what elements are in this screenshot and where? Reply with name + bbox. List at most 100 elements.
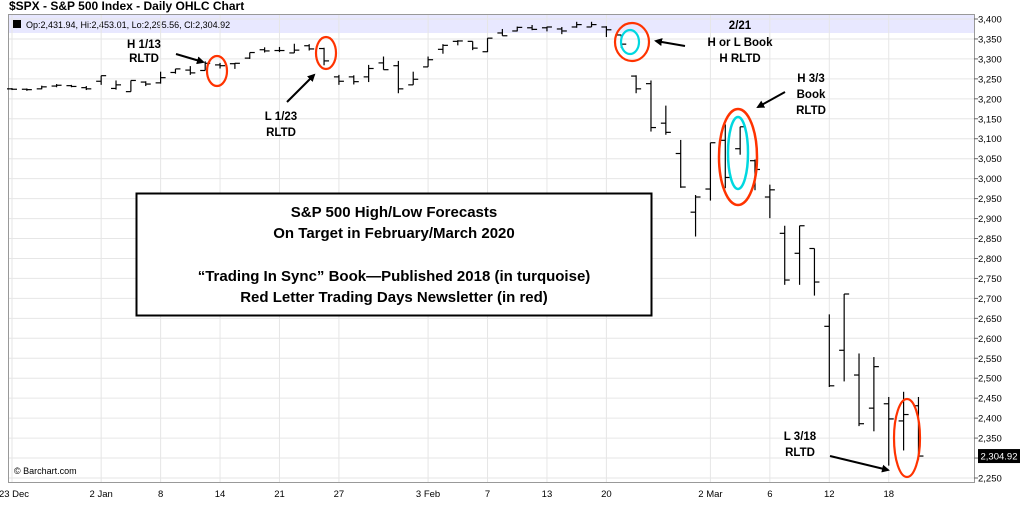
book-ellipse-feb21 — [619, 28, 641, 56]
ohlc-bar — [289, 43, 300, 54]
y-tick-label: 2,950 — [978, 194, 1002, 205]
svg-text:RLTD: RLTD — [785, 447, 815, 459]
y-tick-label: 3,100 — [978, 134, 1002, 145]
ohlc-bar — [363, 64, 374, 83]
y-tick-label: 3,000 — [978, 174, 1002, 185]
ohlc-bar — [839, 293, 850, 382]
x-tick-label: 6 — [767, 489, 772, 500]
x-tick-label: 18 — [883, 489, 894, 500]
ohlc-bar — [779, 225, 790, 285]
ohlc-info: Op:2,431.94, Hi:2,453.01, Lo:2,295.56, C… — [26, 20, 230, 30]
y-tick-label: 2,750 — [978, 274, 1002, 285]
ohlc-bar — [631, 75, 642, 94]
y-tick-label: 2,250 — [978, 474, 1002, 485]
x-tick-label: 23 Dec — [0, 489, 29, 500]
ohlc-bar — [229, 62, 240, 69]
rltd-ellipse-mar18 — [892, 397, 922, 479]
x-tick-label: 21 — [274, 489, 285, 500]
ohlc-bar — [645, 80, 656, 132]
ohlc-bar — [675, 139, 686, 188]
y-axis: 2,2502,3002,3502,4002,4502,5002,5502,600… — [974, 15, 1002, 485]
x-tick-label: 2 Jan — [90, 489, 113, 500]
rltd-ellipse-mar3 — [717, 107, 759, 207]
y-tick-label: 3,050 — [978, 154, 1002, 165]
ohlc-bar — [527, 24, 538, 31]
rltd-ellipse-jan23 — [314, 35, 338, 71]
ohlc-bar — [304, 44, 315, 51]
ohlc-bars — [7, 21, 924, 466]
x-tick-label: 13 — [542, 489, 553, 500]
ohlc-bar — [586, 21, 597, 28]
ohlc-bar — [512, 26, 523, 32]
y-tick-label: 2,350 — [978, 434, 1002, 445]
ohlc-bar — [111, 80, 122, 90]
ohlc-bar — [854, 353, 865, 427]
ohlc-bar — [348, 75, 359, 85]
info-band-marker — [13, 20, 21, 28]
ohlc-bar — [378, 56, 389, 71]
ohlc-bar — [244, 51, 255, 59]
book-ellipse-mar3 — [726, 115, 750, 191]
y-tick-label: 2,700 — [978, 294, 1002, 305]
ohlc-bar — [541, 26, 552, 32]
svg-text:2/21: 2/21 — [729, 20, 752, 32]
ohlc-bar — [81, 86, 92, 91]
rltd-ellipse-feb21 — [613, 21, 651, 63]
arrow-feb21 — [654, 38, 686, 47]
ohlc-bar — [319, 47, 330, 66]
ohlc-bar — [66, 84, 77, 88]
ohlc-bar — [215, 62, 226, 69]
y-tick-label: 3,250 — [978, 74, 1002, 85]
ohlc-bar — [408, 71, 419, 86]
ohlc-bar — [333, 74, 344, 85]
svg-text:H or L Book: H or L Book — [708, 37, 774, 49]
x-tick-label: 8 — [158, 489, 163, 500]
x-axis: 23 Dec 2 Jan 8 14 21 27 3 Feb 7 13 20 2 Mar 6 12 18 — [0, 489, 894, 500]
textbox-line-2: On Target in February/March 2020 — [273, 225, 514, 242]
barchart-credit: © Barchart.com — [14, 466, 77, 476]
svg-text:RLTD: RLTD — [796, 105, 826, 117]
y-tick-label: 3,200 — [978, 94, 1002, 105]
textbox-line-5: Red Letter Trading Days Newsletter (in r… — [240, 289, 548, 306]
ohlc-bar — [51, 84, 62, 88]
ohlc-bar — [690, 195, 701, 237]
ohlc-bar — [274, 46, 285, 53]
rltd-ellipse-jan13 — [205, 54, 229, 88]
x-tick-label: 7 — [485, 489, 490, 500]
svg-text:RLTD: RLTD — [129, 53, 159, 65]
textbox-line-4: “Trading In Sync” Book—Published 2018 (i… — [198, 268, 591, 285]
x-tick-label: 3 Feb — [416, 489, 440, 500]
x-tick-label: 27 — [334, 489, 345, 500]
y-tick-label: 2,450 — [978, 394, 1002, 405]
ohlc-bar — [155, 71, 166, 84]
textbox-line-1: S&P 500 High/Low Forecasts — [291, 204, 497, 221]
forecast-textbox — [135, 192, 653, 317]
ohlc-bar — [497, 28, 508, 37]
ohlc-bar — [185, 66, 196, 75]
x-tick-label: 12 — [824, 489, 835, 500]
svg-text:L 3/18: L 3/18 — [784, 431, 817, 443]
last-value-label: 2,304.92 — [978, 449, 1020, 464]
ohlc-bar — [259, 47, 270, 53]
ohlc-bar — [809, 247, 820, 296]
ohlc-bar — [660, 105, 671, 135]
ohlc-bar — [36, 85, 47, 90]
y-tick-label: 3,150 — [978, 114, 1002, 125]
ohlc-bar — [393, 60, 404, 94]
y-tick-label: 3,350 — [978, 34, 1002, 45]
ohlc-bar — [705, 142, 716, 201]
y-tick-label: 2,500 — [978, 374, 1002, 385]
x-tick-label: 14 — [215, 489, 226, 500]
arrow-jan13 — [175, 53, 205, 65]
annotation-jan13: H 1/13 RLTD — [127, 39, 161, 65]
svg-text:H 1/13: H 1/13 — [127, 39, 161, 51]
ohlc-bar — [467, 40, 478, 51]
ohlc-bar — [452, 40, 463, 46]
y-tick-label: 2,900 — [978, 214, 1002, 225]
arrow-jan23 — [286, 73, 316, 103]
annotation-mar18: L 3/18 RLTD — [784, 431, 817, 459]
ohlc-bar — [423, 56, 434, 68]
y-tick-label: 2,850 — [978, 234, 1002, 245]
chart-title: $SPX - S&P 500 Index - Daily OHLC Chart — [9, 0, 244, 13]
